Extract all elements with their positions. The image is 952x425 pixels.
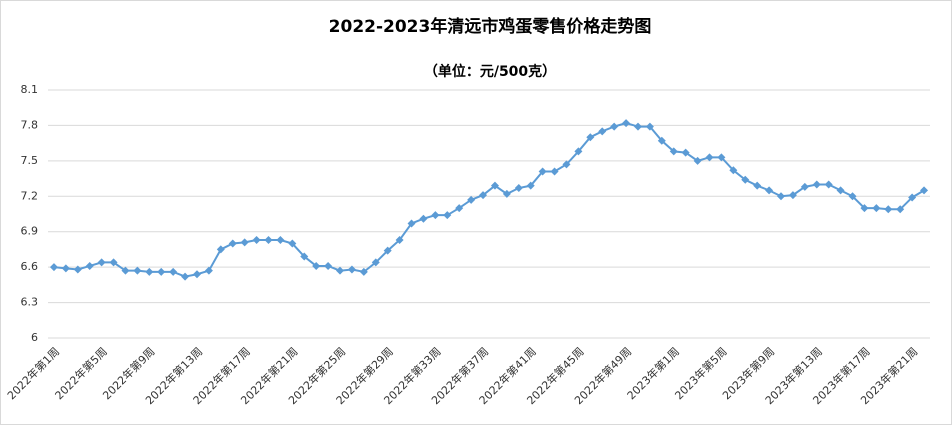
chart-subtitle: （单位：元/500克） <box>424 63 556 80</box>
marker <box>109 258 118 267</box>
y-tick-label: 7.5 <box>21 154 39 167</box>
marker <box>121 266 130 275</box>
marker <box>479 191 488 200</box>
marker <box>705 153 714 162</box>
marker <box>812 180 821 189</box>
marker <box>848 192 857 201</box>
y-tick-label: 7.8 <box>21 118 39 131</box>
marker <box>788 191 797 200</box>
marker <box>729 166 738 175</box>
y-tick-label: 6.6 <box>21 260 39 273</box>
marker <box>192 270 201 279</box>
marker <box>920 186 929 195</box>
marker <box>717 153 726 162</box>
marker <box>693 156 702 165</box>
marker <box>49 263 58 272</box>
marker <box>765 186 774 195</box>
marker <box>645 122 654 131</box>
marker <box>896 205 905 214</box>
marker <box>550 167 559 176</box>
marker <box>216 245 225 254</box>
marker <box>145 267 154 276</box>
marker <box>431 211 440 220</box>
marker <box>562 160 571 169</box>
marker <box>455 204 464 213</box>
marker <box>157 267 166 276</box>
marker <box>467 195 476 204</box>
marker <box>836 186 845 195</box>
marker <box>574 147 583 156</box>
marker <box>240 238 249 247</box>
chart-title: 2022-2023年清远市鸡蛋零售价格走势图 <box>329 16 652 37</box>
marker <box>407 219 416 228</box>
marker <box>371 258 380 267</box>
marker <box>336 266 345 275</box>
marker <box>669 147 678 156</box>
marker <box>395 235 404 244</box>
marker <box>741 175 750 184</box>
marker <box>598 127 607 136</box>
marker <box>443 211 452 220</box>
marker <box>204 266 213 275</box>
marker <box>300 252 309 261</box>
marker <box>860 204 869 213</box>
marker <box>61 264 70 273</box>
marker <box>526 181 535 190</box>
marker <box>800 182 809 191</box>
y-tick-label: 6.9 <box>21 225 39 238</box>
marker <box>824 180 833 189</box>
marker <box>181 272 190 281</box>
marker <box>753 181 762 190</box>
marker <box>312 261 321 270</box>
marker <box>383 246 392 255</box>
marker <box>657 136 666 145</box>
marker <box>288 239 297 248</box>
marker <box>490 181 499 190</box>
marker <box>514 184 523 193</box>
marker <box>324 261 333 270</box>
y-tick-label: 6.3 <box>21 296 39 309</box>
marker <box>359 267 368 276</box>
marker <box>908 193 917 202</box>
marker <box>502 189 511 198</box>
marker <box>681 148 690 157</box>
y-tick-label: 8.1 <box>21 83 39 96</box>
marker <box>133 266 142 275</box>
marker <box>85 261 94 270</box>
marker <box>228 239 237 248</box>
marker <box>264 235 273 244</box>
marker <box>97 258 106 267</box>
marker <box>777 192 786 201</box>
y-tick-label: 7.2 <box>21 189 39 202</box>
marker <box>872 204 881 213</box>
marker <box>347 265 356 274</box>
marker <box>276 235 285 244</box>
y-tick-label: 6 <box>31 331 38 344</box>
marker <box>586 133 595 142</box>
marker <box>610 122 619 131</box>
marker <box>252 235 261 244</box>
marker <box>633 122 642 131</box>
marker <box>622 119 631 128</box>
marker <box>884 205 893 214</box>
marker <box>419 214 428 223</box>
marker <box>73 265 82 274</box>
marker <box>538 167 547 176</box>
marker <box>169 267 178 276</box>
